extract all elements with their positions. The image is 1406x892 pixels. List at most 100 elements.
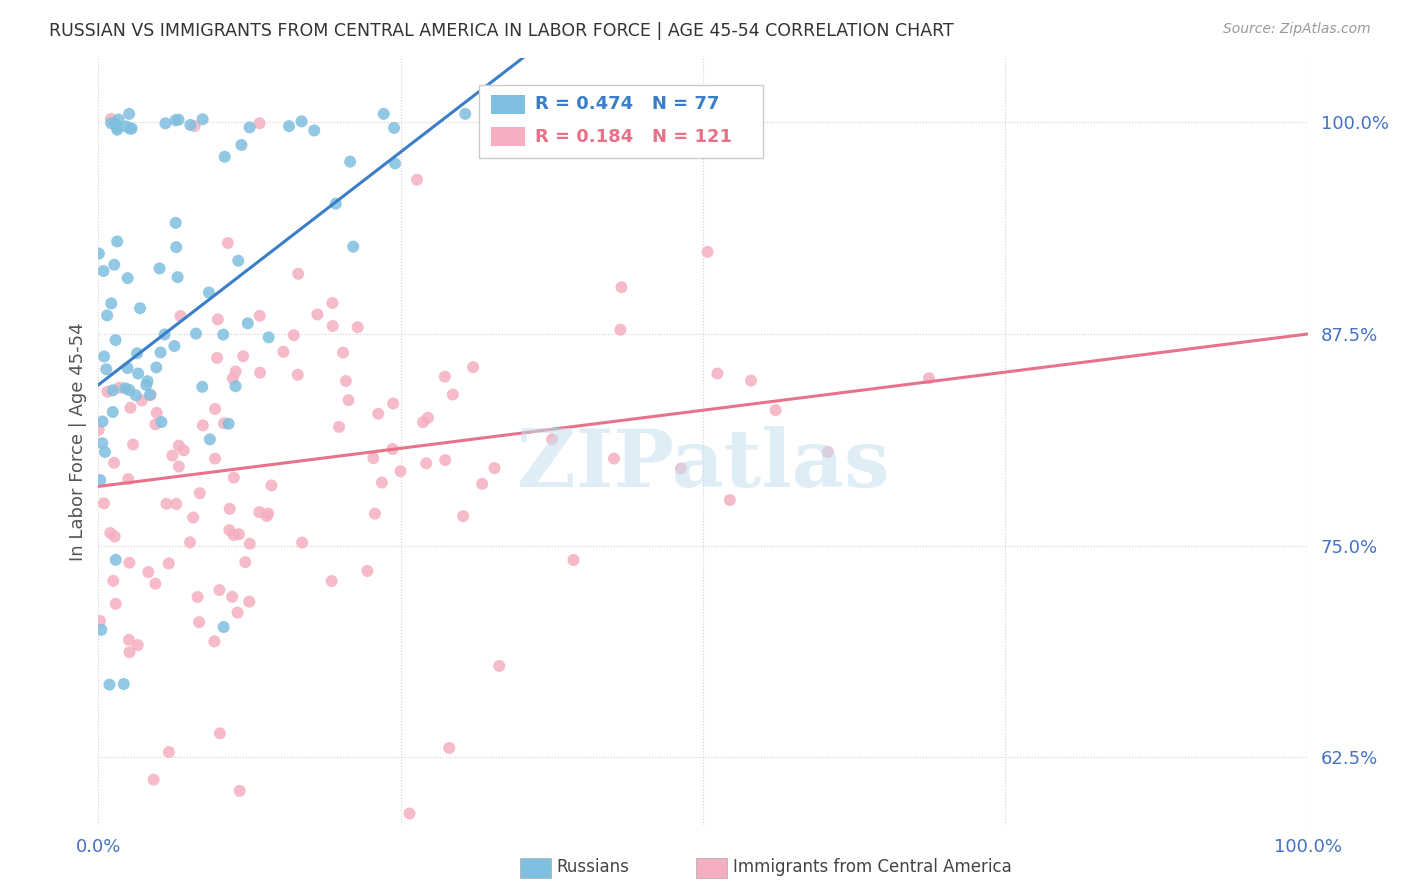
Point bbox=[212, 417, 235, 431]
Point bbox=[382, 396, 405, 410]
Text: R = 0.474   N = 77: R = 0.474 N = 77 bbox=[534, 95, 720, 113]
Point bbox=[139, 388, 162, 402]
Point bbox=[105, 235, 128, 249]
Point bbox=[454, 107, 477, 121]
Point bbox=[367, 407, 389, 421]
Point bbox=[239, 120, 262, 135]
Point bbox=[208, 582, 231, 597]
Point bbox=[371, 475, 394, 490]
Point bbox=[283, 328, 305, 343]
Point bbox=[398, 806, 420, 821]
Point bbox=[166, 270, 188, 285]
Point bbox=[218, 501, 240, 516]
Point bbox=[145, 417, 167, 432]
Point bbox=[222, 528, 245, 542]
Point bbox=[204, 451, 226, 466]
Point bbox=[105, 120, 128, 135]
Point bbox=[233, 555, 256, 569]
Point bbox=[188, 615, 211, 629]
Point bbox=[239, 537, 262, 551]
Point bbox=[603, 451, 626, 466]
Point bbox=[98, 677, 121, 691]
Point bbox=[221, 590, 243, 604]
Point bbox=[218, 417, 240, 431]
Point bbox=[302, 123, 325, 137]
Point bbox=[118, 556, 141, 570]
Point bbox=[100, 112, 122, 126]
Point bbox=[441, 387, 464, 401]
Text: Source: ZipAtlas.com: Source: ZipAtlas.com bbox=[1223, 22, 1371, 37]
Point bbox=[104, 333, 127, 347]
Point bbox=[139, 388, 162, 402]
Point bbox=[150, 415, 173, 429]
Point bbox=[205, 351, 228, 365]
Point bbox=[212, 327, 235, 342]
Point bbox=[165, 216, 187, 230]
Point bbox=[325, 196, 347, 211]
Text: Immigrants from Central America: Immigrants from Central America bbox=[733, 858, 1011, 876]
Point bbox=[232, 349, 254, 363]
Point bbox=[129, 301, 152, 316]
Point bbox=[155, 497, 177, 511]
Point bbox=[89, 614, 111, 628]
Text: R = 0.184   N = 121: R = 0.184 N = 121 bbox=[534, 128, 733, 146]
Point bbox=[225, 365, 247, 379]
Point bbox=[114, 381, 136, 395]
Point bbox=[384, 156, 406, 170]
Point bbox=[96, 309, 118, 323]
Point bbox=[105, 122, 128, 136]
Point bbox=[817, 445, 839, 459]
Point bbox=[118, 107, 141, 121]
Point bbox=[148, 261, 170, 276]
Point bbox=[328, 420, 350, 434]
Point bbox=[321, 296, 343, 310]
FancyBboxPatch shape bbox=[479, 85, 763, 158]
Point bbox=[364, 507, 387, 521]
Point bbox=[165, 113, 187, 128]
Point bbox=[145, 576, 167, 591]
Point bbox=[104, 117, 127, 131]
Point bbox=[104, 529, 127, 543]
Point bbox=[471, 476, 494, 491]
Point bbox=[96, 362, 118, 376]
Point bbox=[100, 116, 122, 130]
Point bbox=[918, 371, 941, 385]
Point bbox=[191, 380, 214, 394]
Point bbox=[363, 451, 385, 466]
Point bbox=[149, 345, 172, 359]
Point bbox=[433, 369, 456, 384]
Point bbox=[228, 784, 250, 798]
Point bbox=[609, 323, 631, 337]
Point bbox=[103, 258, 125, 272]
Point bbox=[337, 393, 360, 408]
Point bbox=[278, 119, 301, 133]
Point bbox=[118, 383, 141, 397]
Point bbox=[135, 378, 157, 392]
Point bbox=[91, 436, 114, 450]
Point bbox=[718, 493, 741, 508]
Point bbox=[381, 442, 404, 456]
Point bbox=[155, 116, 177, 130]
Point bbox=[249, 309, 271, 323]
Point bbox=[120, 401, 142, 415]
Point bbox=[183, 119, 205, 133]
Point bbox=[322, 318, 344, 333]
Point bbox=[740, 374, 762, 388]
Y-axis label: In Labor Force | Age 45-54: In Labor Force | Age 45-54 bbox=[69, 322, 87, 561]
Point bbox=[100, 296, 122, 310]
Text: Russians: Russians bbox=[557, 858, 630, 876]
Point bbox=[463, 360, 485, 375]
Point bbox=[165, 497, 187, 511]
Point bbox=[93, 350, 115, 364]
Point bbox=[198, 285, 221, 300]
Point bbox=[118, 632, 141, 647]
Point bbox=[257, 507, 280, 521]
Point bbox=[184, 326, 207, 341]
Point bbox=[118, 645, 141, 659]
Point bbox=[249, 116, 271, 130]
Point bbox=[117, 361, 139, 376]
Point bbox=[187, 590, 209, 604]
Point bbox=[112, 677, 135, 691]
Point bbox=[669, 461, 692, 475]
Point bbox=[406, 172, 429, 186]
